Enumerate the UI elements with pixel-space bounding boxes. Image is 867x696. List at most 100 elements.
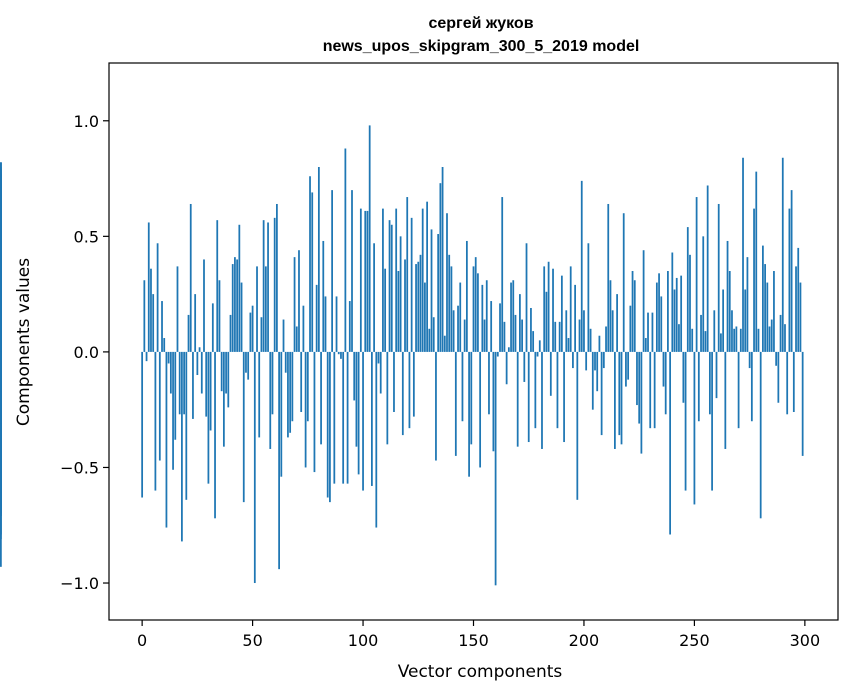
bar-254 xyxy=(702,236,705,352)
bar-268 xyxy=(733,328,736,352)
bar-122 xyxy=(410,217,413,352)
bar-197 xyxy=(576,351,579,500)
bar-250 xyxy=(693,351,696,505)
bar-245 xyxy=(682,351,685,403)
bar-200 xyxy=(583,310,585,352)
x-tick-label: 100 xyxy=(348,631,379,650)
bar-198 xyxy=(578,319,581,352)
bar-190 xyxy=(560,275,563,352)
bar-177 xyxy=(532,331,535,352)
bar-265 xyxy=(726,240,729,352)
bar-92 xyxy=(344,148,347,352)
bar-148 xyxy=(468,351,470,477)
bar-205 xyxy=(594,351,596,371)
bar-281 xyxy=(762,245,764,352)
bar-14 xyxy=(172,351,174,470)
bar-48 xyxy=(247,351,250,380)
bar-251 xyxy=(695,197,698,352)
bar-295 xyxy=(792,351,795,412)
bar-266 xyxy=(728,271,731,352)
bar-282 xyxy=(764,264,766,352)
x-tick-label: 50 xyxy=(242,631,262,650)
bar-221 xyxy=(629,305,632,352)
bar-62 xyxy=(278,351,280,570)
bar-66 xyxy=(287,351,289,438)
bar-151 xyxy=(474,257,477,352)
bar-120 xyxy=(406,197,409,352)
bar-36 xyxy=(220,351,223,392)
bar-23 xyxy=(192,351,194,419)
bar-39 xyxy=(227,351,230,408)
bar-230 xyxy=(649,351,652,429)
bar-68 xyxy=(291,351,294,422)
bar-113 xyxy=(390,224,393,352)
bar-196 xyxy=(574,284,576,352)
bar-164 xyxy=(503,321,506,352)
bar-29 xyxy=(205,351,208,417)
bar-65 xyxy=(284,351,287,373)
bar-242 xyxy=(675,277,678,352)
bar-40 xyxy=(229,314,232,352)
bar-235 xyxy=(660,296,663,352)
bar-209 xyxy=(602,351,605,369)
bar-6 xyxy=(154,351,157,491)
y-axis-label: Components values xyxy=(14,258,34,426)
bar-156 xyxy=(485,280,488,352)
bar-279 xyxy=(757,328,760,352)
bar-81 xyxy=(320,351,322,445)
bar-194 xyxy=(569,266,572,352)
bar-35 xyxy=(218,280,221,352)
bar-44 xyxy=(238,224,241,352)
bar-210 xyxy=(605,326,607,352)
bar-140 xyxy=(450,266,453,352)
bar-28 xyxy=(203,259,205,352)
bar-283 xyxy=(766,282,769,352)
bar-284 xyxy=(768,326,771,352)
bar-298 xyxy=(799,282,802,352)
bar-136 xyxy=(441,167,444,352)
bar-57 xyxy=(267,222,269,352)
bar-241 xyxy=(673,289,676,352)
bar-252 xyxy=(697,351,700,422)
bar-13 xyxy=(169,351,172,394)
bar-67 xyxy=(289,351,292,433)
bar-213 xyxy=(611,310,614,352)
bar-154 xyxy=(481,284,484,352)
bar-50 xyxy=(251,305,254,352)
bar-277 xyxy=(753,208,755,352)
bar-222 xyxy=(631,271,634,352)
bar-260 xyxy=(715,351,718,399)
bar-101 xyxy=(364,210,367,352)
bar-144 xyxy=(459,282,462,352)
bar-16 xyxy=(176,266,179,352)
bar-175 xyxy=(527,351,530,443)
bar-286 xyxy=(773,271,775,352)
bar-2 xyxy=(145,351,148,362)
bar-133 xyxy=(435,351,437,461)
bar-129 xyxy=(426,201,428,352)
bar-262 xyxy=(720,333,722,352)
bar-43 xyxy=(236,259,239,352)
bar-167 xyxy=(510,282,512,352)
bar-84 xyxy=(326,351,329,498)
bar-174 xyxy=(525,243,528,352)
chart-subtitle: news_upos_skipgram_300_5_2019 model xyxy=(323,38,640,55)
bar-64 xyxy=(282,319,285,352)
bar-98 xyxy=(357,351,360,475)
y-tick-label: −1.0 xyxy=(60,574,99,593)
bar-12 xyxy=(167,351,170,364)
bar-248 xyxy=(689,254,691,352)
bar-226 xyxy=(640,351,643,454)
bar-249 xyxy=(691,328,694,352)
bar-60 xyxy=(273,217,276,352)
bar-189 xyxy=(558,321,561,352)
bar-229 xyxy=(647,312,649,352)
bar-61 xyxy=(276,203,278,352)
bar-132 xyxy=(432,317,435,352)
bar-246 xyxy=(684,351,687,491)
bar-74 xyxy=(304,351,307,468)
bar-79 xyxy=(315,284,318,352)
bar-202 xyxy=(587,243,590,352)
bar-21 xyxy=(187,314,190,352)
bar-34 xyxy=(216,220,219,352)
